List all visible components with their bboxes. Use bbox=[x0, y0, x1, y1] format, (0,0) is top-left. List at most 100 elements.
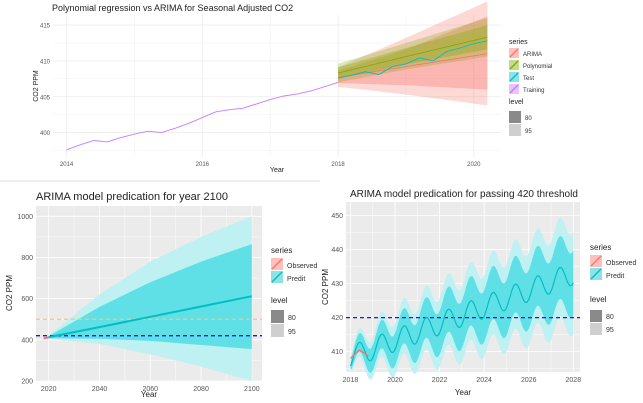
chart-3-x-tick-label: 2022 bbox=[432, 377, 448, 384]
chart-2-series-lines bbox=[43, 295, 252, 340]
chart-1-legend-key-line bbox=[509, 60, 519, 70]
chart-1-series-training bbox=[66, 81, 339, 151]
chart-2-legend-key-line bbox=[271, 258, 283, 270]
chart-2-y-tick-label: 1000 bbox=[17, 214, 33, 221]
chart-2-legend-series-title: series bbox=[271, 246, 292, 255]
chart-2-legend-level-80-swatch bbox=[271, 310, 284, 323]
chart-2-x-axis-label: Year bbox=[141, 390, 158, 399]
chart-3-legend-level-title: level bbox=[590, 295, 607, 304]
chart-2-legend-items: Observed Predit bbox=[271, 258, 317, 283]
chart-3-x-tick-label: 2018 bbox=[343, 377, 359, 384]
chart-1-legend-label: Training bbox=[523, 88, 544, 94]
chart-3-series-lines bbox=[349, 266, 574, 367]
chart-1-series-arima bbox=[338, 53, 488, 78]
chart-3-legend-level-80-swatch bbox=[590, 310, 602, 322]
chart-2-y-tick-labels: 200 400 600 800 1000 bbox=[17, 214, 33, 386]
chart-2-band80 bbox=[48, 244, 252, 350]
chart-1-y-tick-label: 415 bbox=[40, 24, 51, 30]
chart-3-band80 bbox=[350, 236, 574, 373]
chart-1-plot-area bbox=[53, 15, 501, 157]
chart-3-x-tick-labels: 2018 2020 2022 2024 2026 2028 bbox=[343, 377, 582, 384]
chart-2-x-tick-label: 2020 bbox=[41, 386, 57, 393]
chart-2-series-observed bbox=[43, 336, 49, 340]
chart-1-x-tick-label: 2016 bbox=[196, 162, 210, 168]
chart-1-x-tick-label: 2020 bbox=[467, 162, 481, 168]
chart-2-legend: series Observed Predit level 80 95 bbox=[271, 246, 317, 337]
chart-1-x-axis-label: Year bbox=[270, 167, 285, 174]
chart-2-legend-level-95-label: 95 bbox=[288, 329, 296, 336]
chart-1-legend-level-95-label: 95 bbox=[525, 129, 532, 135]
chart-3-legend-items: Observed Predit bbox=[590, 255, 636, 280]
chart-1-title: Polynomial regression vs ARIMA for Seaso… bbox=[52, 3, 293, 13]
chart-3: ARIMA model predication for passing 420 … bbox=[321, 189, 636, 397]
chart-2-x-tick-label: 2060 bbox=[142, 386, 158, 393]
chart-1-band95-polynomial bbox=[338, 17, 488, 83]
chart-1-legend-level-95-swatch bbox=[509, 124, 521, 136]
chart-2-y-tick-label: 400 bbox=[21, 337, 33, 344]
chart-1-x-tick-label: 2014 bbox=[60, 162, 74, 168]
chart-3-title: ARIMA model predication for passing 420 … bbox=[350, 189, 578, 200]
chart-3-legend-key-line bbox=[590, 268, 602, 280]
chart-2-y-tick-label: 200 bbox=[21, 379, 33, 386]
chart-3-y-tick-label: 450 bbox=[331, 213, 343, 220]
chart-2-legend-level-95-swatch bbox=[271, 324, 284, 337]
chart-1: Polynomial regression vs ARIMA for Seaso… bbox=[33, 1, 552, 174]
chart-1-legend-items: ARIMA Polynomial Test Training bbox=[509, 48, 552, 94]
chart-3-x-tick-label: 2024 bbox=[476, 377, 492, 384]
chart-1-y-tick-labels: 400 405 410 415 bbox=[40, 24, 51, 138]
chart-3-series-observed bbox=[350, 349, 369, 359]
chart-3-y-tick-label: 440 bbox=[331, 247, 343, 254]
chart-1-legend-key-line bbox=[509, 72, 519, 82]
chart-1-legend-label: Polynomial bbox=[523, 64, 552, 70]
chart-2-legend-label: Observed bbox=[287, 263, 317, 270]
chart-3-legend-label: Observed bbox=[606, 260, 636, 267]
chart-2-reference-lines bbox=[36, 318, 262, 337]
chart-2: ARIMA model predication for year 2100 20… bbox=[5, 191, 317, 399]
chart-2-legend-level-title: level bbox=[271, 296, 288, 305]
chart-1-x-tick-label: 2018 bbox=[331, 162, 345, 168]
chart-1-series-polynomial bbox=[337, 36, 488, 74]
chart-1-legend-key-line bbox=[509, 84, 519, 94]
chart-1-x-tick-labels: 2014 2016 2018 2020 bbox=[60, 162, 481, 168]
chart-2-x-tick-label: 2100 bbox=[244, 386, 260, 393]
chart-2-x-tick-label: 2080 bbox=[193, 386, 209, 393]
chart-3-series-predit bbox=[349, 266, 574, 367]
chart-2-x-tick-labels: 2020 2040 2060 2080 2100 bbox=[41, 386, 260, 393]
chart-1-legend: series ARIMA Polynomial Test Training level… bbox=[509, 39, 552, 136]
chart-3-x-tick-label: 2020 bbox=[387, 377, 403, 384]
chart-1-series-test bbox=[338, 40, 488, 79]
chart-1-grid bbox=[53, 15, 501, 157]
chart-2-bands bbox=[48, 216, 252, 381]
chart-1-series-lines bbox=[66, 36, 488, 151]
chart-2-y-axis-label: CO2 PPM bbox=[5, 275, 14, 311]
chart-1-band95-arima bbox=[338, 1, 488, 106]
chart-3-bands bbox=[350, 217, 574, 380]
chart-1-legend-level-80-label: 80 bbox=[525, 116, 532, 122]
chart-1-legend-level-title: level bbox=[509, 99, 524, 106]
chart-2-legend-key-line bbox=[271, 271, 283, 283]
chart-1-legend-key-line bbox=[509, 48, 519, 58]
chart-3-legend-key-line bbox=[590, 255, 602, 267]
chart-1-legend-series-title: series bbox=[509, 39, 528, 46]
chart-2-y-tick-label: 600 bbox=[21, 296, 33, 303]
chart-3-x-tick-label: 2026 bbox=[521, 377, 537, 384]
chart-1-legend-level-80-swatch bbox=[509, 111, 521, 123]
chart-3-legend-series-title: series bbox=[590, 243, 611, 252]
chart-2-title: ARIMA model predication for year 2100 bbox=[36, 191, 228, 203]
chart-2-y-tick-label: 800 bbox=[21, 255, 33, 262]
chart-1-legend-label: ARIMA bbox=[523, 52, 542, 58]
chart-1-y-tick-label: 410 bbox=[40, 59, 51, 65]
chart-3-legend-level-80-label: 80 bbox=[606, 314, 614, 321]
chart-3-x-axis-label: Year bbox=[455, 388, 472, 397]
chart-3-y-tick-labels: 410 420 430 440 450 bbox=[331, 213, 343, 356]
chart-1-y-tick-label: 400 bbox=[40, 131, 51, 137]
chart-3-legend: series Observed Predit level 80 95 bbox=[590, 243, 636, 335]
chart-1-y-axis-label: CO2 PPM bbox=[33, 70, 40, 102]
chart-1-legend-label: Test bbox=[523, 76, 534, 82]
chart-3-y-axis-label: CO2 PPM bbox=[321, 269, 330, 305]
chart-3-legend-level-95-swatch bbox=[590, 323, 602, 335]
chart-3-y-tick-label: 420 bbox=[331, 315, 343, 322]
chart-1-y-tick-label: 405 bbox=[40, 95, 51, 101]
chart-3-legend-label: Predit bbox=[606, 273, 624, 280]
